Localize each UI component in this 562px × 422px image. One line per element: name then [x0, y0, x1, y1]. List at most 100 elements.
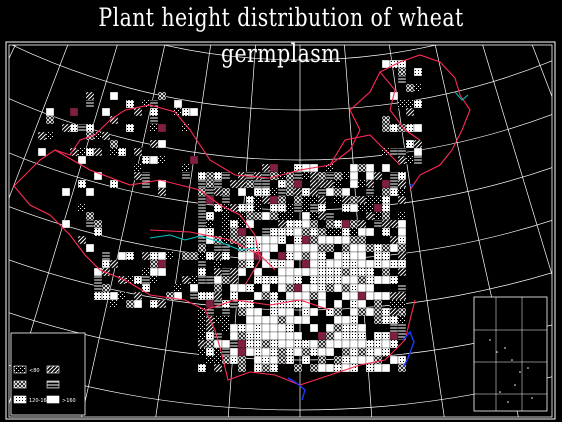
distribution-cell — [301, 315, 311, 325]
distribution-cell — [237, 259, 247, 269]
distribution-cell — [405, 99, 415, 109]
distribution-cell — [165, 251, 175, 261]
distribution-cell — [213, 355, 223, 365]
distribution-cell — [317, 211, 327, 221]
distribution-cell — [349, 299, 359, 309]
distribution-cell — [365, 283, 375, 293]
distribution-cell — [325, 219, 335, 229]
distribution-cell — [381, 251, 391, 261]
legend-swatch — [46, 380, 60, 389]
distribution-cell — [277, 235, 287, 245]
distribution-cell — [269, 331, 279, 341]
distribution-cell — [237, 211, 247, 221]
distribution-cell — [357, 235, 367, 245]
distribution-cell — [101, 107, 111, 117]
distribution-cell — [381, 115, 391, 125]
distribution-cell — [277, 203, 287, 213]
distribution-cell — [397, 99, 407, 109]
distribution-cell — [285, 291, 295, 301]
distribution-cell — [93, 147, 103, 157]
distribution-cell — [61, 123, 71, 133]
distribution-cell — [333, 299, 343, 309]
distribution-cell — [277, 275, 287, 285]
distribution-cell — [309, 211, 319, 221]
distribution-cell — [397, 299, 407, 309]
distribution-cell — [293, 251, 303, 261]
distribution-cell — [333, 275, 343, 285]
distribution-cell — [221, 323, 231, 333]
distribution-cell — [125, 123, 135, 133]
distribution-cell — [293, 219, 303, 229]
distribution-cell — [269, 363, 279, 373]
distribution-cell — [373, 339, 383, 349]
distribution-cell — [269, 195, 279, 205]
distribution-cell — [237, 235, 247, 245]
distribution-cell — [205, 219, 215, 229]
distribution-cell — [197, 219, 207, 229]
distribution-cell — [157, 187, 167, 197]
distribution-cell — [133, 291, 143, 301]
distribution-cell — [285, 283, 295, 293]
distribution-cell — [285, 315, 295, 325]
graticule-meridian — [155, 45, 212, 417]
distribution-cell — [253, 291, 263, 301]
distribution-cell — [229, 331, 239, 341]
distribution-cell — [205, 171, 215, 181]
distribution-cell — [341, 251, 351, 261]
rivers — [149, 91, 469, 251]
distribution-cell — [381, 259, 391, 269]
distribution-cell — [389, 187, 399, 197]
distribution-cell — [45, 107, 55, 117]
distribution-cell — [373, 307, 383, 317]
distribution-cell — [389, 171, 399, 181]
legend-swatch — [46, 365, 60, 374]
distribution-cell — [269, 211, 279, 221]
distribution-cell — [277, 347, 287, 357]
distribution-cell — [285, 243, 295, 253]
distribution-cell — [301, 227, 311, 237]
distribution-cell — [77, 203, 87, 213]
distribution-cell — [341, 331, 351, 341]
distribution-cell — [349, 195, 359, 205]
distribution-cell — [245, 307, 255, 317]
distribution-cell — [325, 283, 335, 293]
distribution-cell — [181, 107, 191, 117]
distribution-cell — [101, 283, 111, 293]
distribution-cell — [237, 267, 247, 277]
distribution-cell — [277, 179, 287, 189]
distribution-cell — [269, 163, 279, 173]
distribution-cell — [229, 355, 239, 365]
distribution-cell — [149, 275, 159, 285]
distribution-cell — [333, 315, 343, 325]
distribution-cell — [381, 267, 391, 277]
distribution-cell — [293, 363, 303, 373]
distribution-cell — [229, 227, 239, 237]
distribution-cell — [349, 275, 359, 285]
distribution-cell — [373, 219, 383, 229]
distribution-cell — [381, 179, 391, 189]
distribution-cell — [349, 291, 359, 301]
distribution-cell — [205, 355, 215, 365]
distribution-cell — [309, 259, 319, 269]
distribution-cell — [373, 363, 383, 373]
distribution-cell — [357, 259, 367, 269]
distribution-cell — [93, 283, 103, 293]
distribution-cell — [309, 323, 319, 333]
distribution-cell — [141, 275, 151, 285]
distribution-cell — [261, 187, 271, 197]
distribution-cell — [213, 363, 223, 373]
distribution-cell — [293, 179, 303, 189]
distribution-cell — [157, 299, 167, 309]
distribution-cell — [333, 323, 343, 333]
distribution-cell — [205, 291, 215, 301]
distribution-cell — [309, 171, 319, 181]
distribution-cell — [405, 107, 415, 117]
distribution-cell — [237, 339, 247, 349]
distribution-cell — [189, 251, 199, 261]
distribution-cell — [325, 275, 335, 285]
distribution-cell — [149, 267, 159, 277]
distribution-cell — [357, 347, 367, 357]
distribution-cell — [365, 203, 375, 213]
distribution-cell — [261, 315, 271, 325]
distribution-cell — [389, 243, 399, 253]
